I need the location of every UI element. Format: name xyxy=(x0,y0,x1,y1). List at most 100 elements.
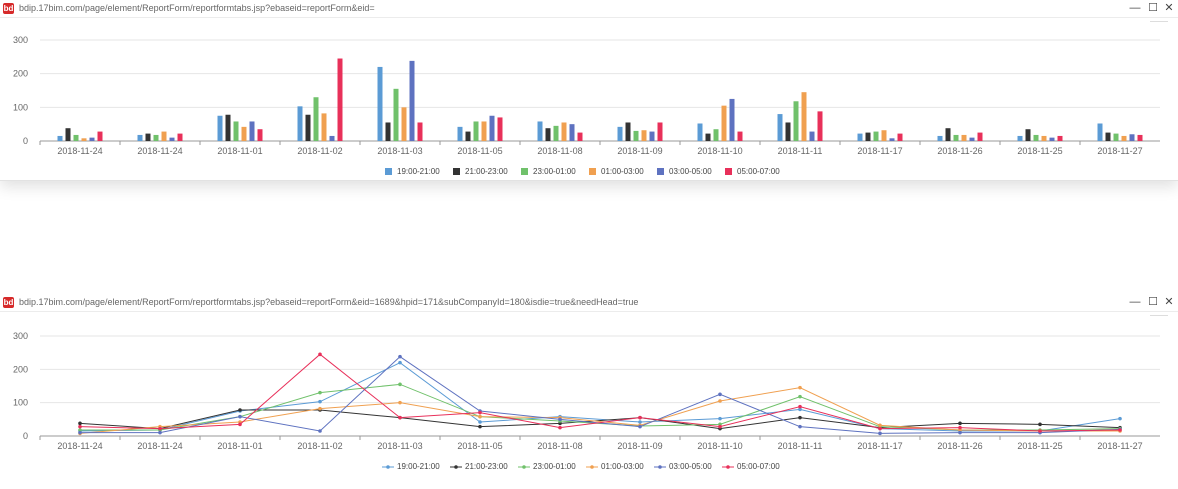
data-point xyxy=(318,406,322,411)
bar xyxy=(617,126,623,141)
legend-label[interactable]: 05:00-07:00 xyxy=(737,167,780,176)
app-logo-icon: bd xyxy=(3,297,14,308)
legend-marker[interactable] xyxy=(658,465,662,469)
data-point xyxy=(798,424,802,429)
y-tick-label: 100 xyxy=(13,398,28,408)
bar xyxy=(881,130,887,141)
chart-toolbox-icon[interactable] xyxy=(1150,315,1168,322)
x-tick-label: 2018-11-08 xyxy=(537,441,582,451)
legend-label[interactable]: 01:00-03:00 xyxy=(601,167,644,176)
bar xyxy=(241,126,247,141)
legend-label[interactable]: 21:00-23:00 xyxy=(465,167,508,176)
data-point xyxy=(398,354,402,359)
bar xyxy=(329,135,335,141)
bar xyxy=(801,92,807,141)
legend-marker[interactable] xyxy=(386,465,390,469)
legend-swatch[interactable] xyxy=(589,168,596,175)
legend-swatch[interactable] xyxy=(385,168,392,175)
bar xyxy=(545,128,551,141)
legend-label[interactable]: 19:00-21:00 xyxy=(397,167,440,176)
chart-toolbox-icon[interactable] xyxy=(1150,21,1168,28)
bar xyxy=(497,117,503,141)
legend-label[interactable]: 03:00-05:00 xyxy=(669,462,712,471)
bar xyxy=(89,137,95,141)
bar xyxy=(321,113,327,141)
x-tick-label: 2018-11-02 xyxy=(297,146,342,156)
bar-chart: 0 100 200 300 2018-11-24 2018-11-24 2018-11-01… xyxy=(13,35,1160,176)
y-tick-label: 300 xyxy=(13,331,28,341)
bar-chart-window: bd bdip.17bim.com/page/element/ReportFor… xyxy=(0,0,1178,181)
minimize-button[interactable]: — xyxy=(1129,296,1141,308)
data-point xyxy=(398,382,402,387)
legend-marker[interactable] xyxy=(590,465,594,469)
close-button[interactable]: ✕ xyxy=(1164,296,1174,308)
data-point xyxy=(1118,428,1122,432)
y-tick-label: 100 xyxy=(13,102,28,112)
data-point xyxy=(318,399,322,404)
legend-swatch[interactable] xyxy=(521,168,528,175)
data-point xyxy=(1118,416,1122,421)
bar xyxy=(857,133,863,141)
data-point xyxy=(958,425,962,430)
x-tick-label: 2018-11-27 xyxy=(1097,146,1142,156)
legend-label[interactable]: 19:00-21:00 xyxy=(397,462,440,471)
y-tick-label: 200 xyxy=(13,364,28,374)
bar xyxy=(553,125,559,141)
legend-swatch[interactable] xyxy=(657,168,664,175)
bar xyxy=(649,131,655,141)
x-tick-label: 2018-11-09 xyxy=(617,441,662,451)
bar xyxy=(777,114,783,141)
legend-label[interactable]: 03:00-05:00 xyxy=(669,167,712,176)
legend-label[interactable]: 21:00-23:00 xyxy=(465,462,508,471)
y-tick-label: 0 xyxy=(23,136,28,146)
legend-swatch[interactable] xyxy=(453,168,460,175)
legend-swatch[interactable] xyxy=(725,168,732,175)
bar xyxy=(1041,135,1047,141)
y-tick-label: 300 xyxy=(13,35,28,45)
window-url: bdip.17bim.com/page/element/ReportForm/r… xyxy=(19,3,375,13)
bar xyxy=(657,122,663,141)
bar xyxy=(337,58,343,142)
bar xyxy=(465,131,471,141)
bar xyxy=(401,107,407,141)
bar xyxy=(705,133,711,141)
bar xyxy=(577,132,583,141)
bar xyxy=(393,88,399,141)
data-point xyxy=(718,399,722,403)
data-point xyxy=(78,424,82,429)
legend-marker[interactable] xyxy=(522,465,526,469)
x-tick-label: 2018-11-17 xyxy=(857,441,902,451)
minimize-button[interactable]: — xyxy=(1129,2,1141,14)
title-bar: bd bdip.17bim.com/page/element/ReportFor… xyxy=(0,0,1178,18)
legend-marker[interactable] xyxy=(726,465,730,469)
x-tick-label: 2018-11-24 xyxy=(137,146,182,156)
series-line xyxy=(79,387,1120,434)
legend-label[interactable]: 23:00-01:00 xyxy=(533,167,576,176)
data-point xyxy=(398,415,402,420)
bar xyxy=(809,131,815,141)
maximize-button[interactable]: ☐ xyxy=(1148,296,1158,308)
bar xyxy=(1137,134,1143,141)
bar xyxy=(625,122,631,141)
x-tick-label: 2018-11-01 xyxy=(217,441,262,451)
legend-label[interactable]: 01:00-03:00 xyxy=(601,462,644,471)
y-tick-label: 0 xyxy=(23,431,28,441)
bar xyxy=(537,121,543,141)
legend-label[interactable]: 23:00-01:00 xyxy=(533,462,576,471)
bar xyxy=(729,98,735,141)
data-point xyxy=(798,385,802,390)
bar xyxy=(969,137,975,141)
bar xyxy=(737,131,743,141)
bar xyxy=(249,121,255,141)
close-button[interactable]: ✕ xyxy=(1164,2,1174,14)
bar xyxy=(409,60,415,141)
legend-marker[interactable] xyxy=(454,465,458,469)
data-point xyxy=(958,421,962,426)
data-point xyxy=(478,410,482,415)
data-point xyxy=(1038,422,1042,427)
legend-label[interactable]: 05:00-07:00 xyxy=(737,462,780,471)
bar xyxy=(217,115,223,141)
maximize-button[interactable]: ☐ xyxy=(1148,2,1158,14)
bar xyxy=(865,132,871,141)
series-line xyxy=(79,362,1121,432)
